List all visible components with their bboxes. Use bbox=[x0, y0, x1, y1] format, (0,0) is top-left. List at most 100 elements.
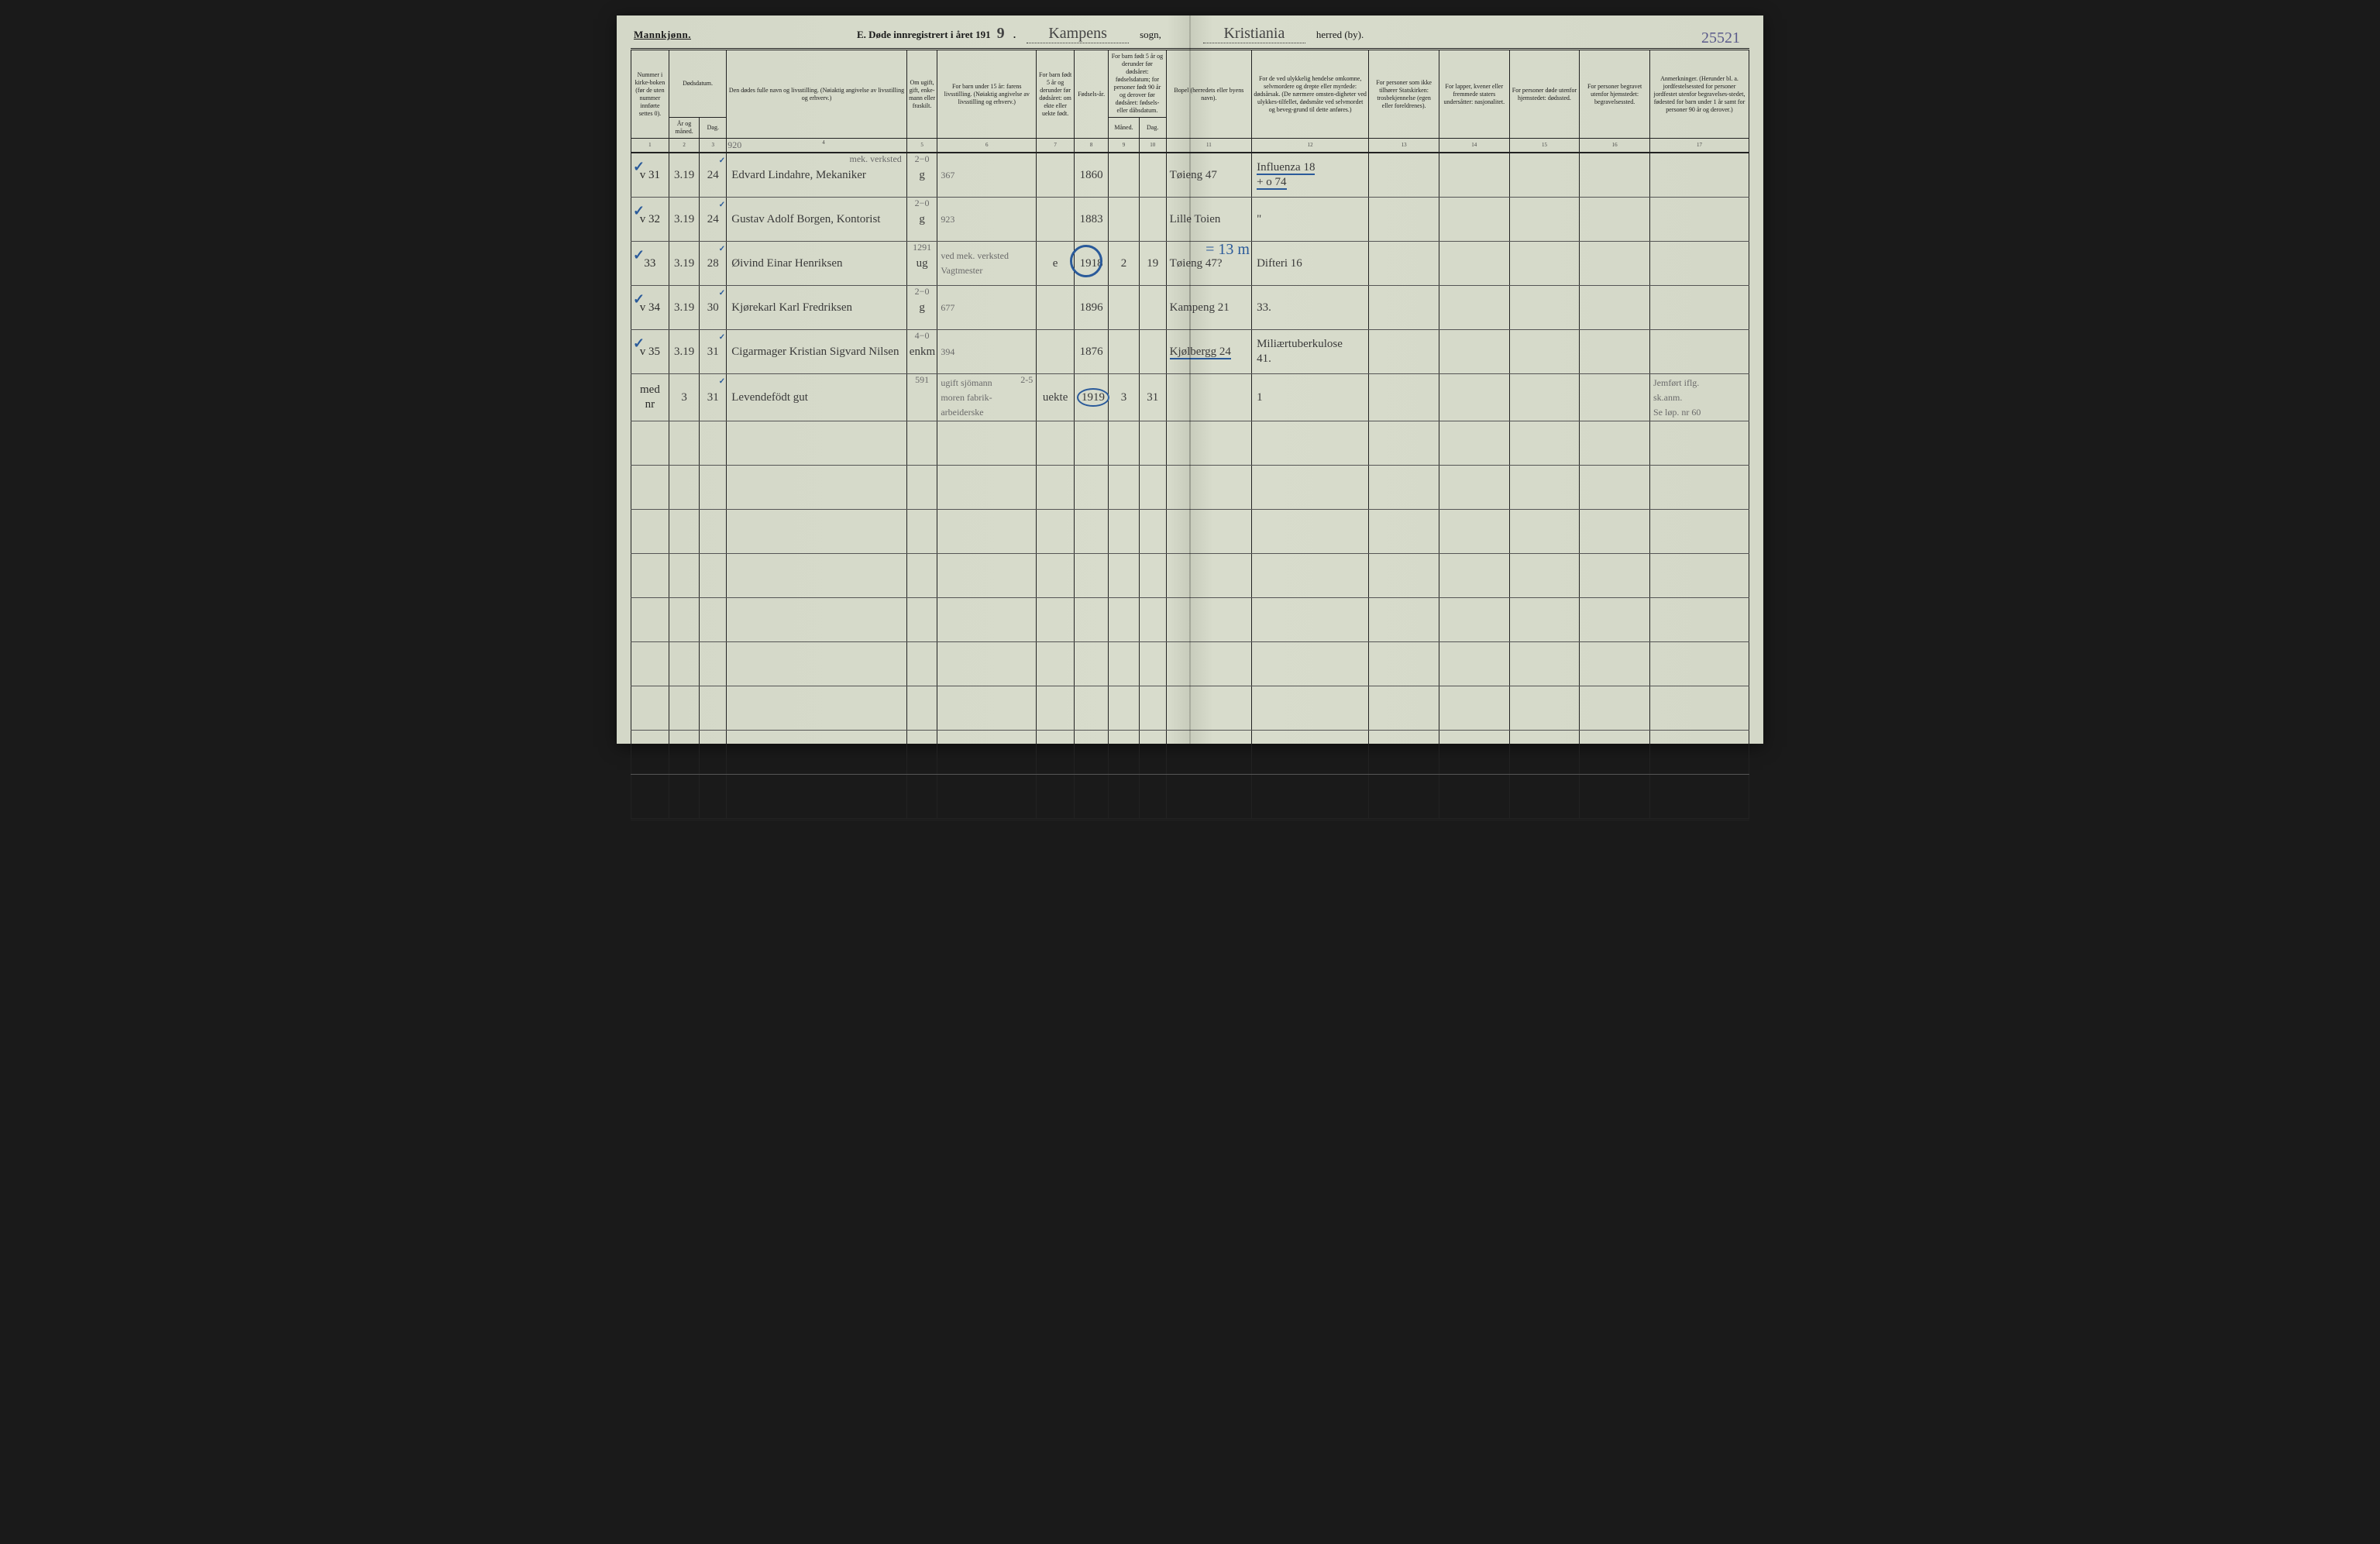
cell-empty bbox=[727, 642, 907, 686]
cell-empty bbox=[1139, 554, 1166, 598]
cell bbox=[1580, 153, 1650, 198]
cell-empty bbox=[1109, 510, 1140, 554]
cell-empty bbox=[937, 466, 1037, 510]
cell: 2 bbox=[1109, 242, 1140, 286]
cell bbox=[1439, 198, 1509, 242]
cell: ved mek. verksted Vagtmester bbox=[937, 242, 1037, 286]
cell bbox=[1649, 330, 1749, 374]
cell-empty bbox=[1166, 510, 1251, 554]
cell-empty bbox=[1037, 421, 1075, 466]
cell-empty bbox=[1369, 775, 1439, 820]
cell-empty bbox=[669, 510, 700, 554]
cell-empty bbox=[1139, 598, 1166, 642]
checkmark-icon: ✓ bbox=[633, 158, 645, 176]
cell-empty bbox=[1369, 466, 1439, 510]
form-title: E. Døde innregistrert i året 1919 . bbox=[857, 25, 1016, 43]
cell bbox=[1580, 242, 1650, 286]
cell: 3.19 bbox=[669, 242, 700, 286]
cell: ✓v 34 bbox=[631, 286, 669, 330]
cell: ✓v 31 bbox=[631, 153, 669, 198]
cell: Lille Toien bbox=[1166, 198, 1251, 242]
col-nasj: For lapper, kvener eller fremmede stater… bbox=[1439, 50, 1509, 139]
cell: e bbox=[1037, 242, 1075, 286]
col-anm: Anmerkninger. (Herunder bl. a. jordfeste… bbox=[1649, 50, 1749, 139]
cell-empty bbox=[1580, 686, 1650, 731]
cell-empty bbox=[631, 598, 669, 642]
col-begrav: For personer begravet utenfor hjemstedet… bbox=[1580, 50, 1650, 139]
cell-empty bbox=[1649, 466, 1749, 510]
cell-empty bbox=[1166, 731, 1251, 775]
cell-empty bbox=[1649, 421, 1749, 466]
cell-empty bbox=[1109, 642, 1140, 686]
cell-empty bbox=[700, 731, 727, 775]
ledger-page: 25521 Mannkjønn. E. Døde innregistrert i… bbox=[617, 15, 1763, 744]
cell-empty bbox=[1037, 731, 1075, 775]
gender-label: Mannkjønn. bbox=[634, 29, 691, 41]
cell-empty bbox=[906, 775, 937, 820]
col-dodsaarsak: For de ved ulykkelig hendelse omkomne, s… bbox=[1252, 50, 1369, 139]
cell: 4−0enkm bbox=[906, 330, 937, 374]
cell-empty bbox=[1369, 598, 1439, 642]
cell-empty bbox=[1075, 686, 1109, 731]
col-dodsdatum: Dødsdatum. bbox=[669, 50, 726, 118]
cell: 2−0g bbox=[906, 153, 937, 198]
cell: 1896 bbox=[1075, 286, 1109, 330]
cell: 1291ug bbox=[906, 242, 937, 286]
checkmark-icon: ✓ bbox=[633, 246, 645, 264]
cell-empty bbox=[1109, 421, 1140, 466]
cell: 3.19 bbox=[669, 198, 700, 242]
cell bbox=[1037, 153, 1075, 198]
cell-empty bbox=[1439, 731, 1509, 775]
cell-empty bbox=[906, 731, 937, 775]
cell-empty bbox=[700, 642, 727, 686]
cell bbox=[1649, 242, 1749, 286]
cell: 24✓ bbox=[700, 153, 727, 198]
cell-empty bbox=[669, 775, 700, 820]
cell-empty bbox=[1509, 421, 1580, 466]
cell-empty bbox=[1166, 421, 1251, 466]
col-dodssted: For personer døde utenfor hjemstedet: dø… bbox=[1509, 50, 1580, 139]
cell-empty bbox=[669, 466, 700, 510]
cell-empty bbox=[1252, 466, 1369, 510]
cell bbox=[1580, 374, 1650, 421]
cell-empty bbox=[700, 598, 727, 642]
cell-empty bbox=[700, 421, 727, 466]
cell bbox=[1109, 198, 1140, 242]
cell-empty bbox=[1075, 421, 1109, 466]
page-number: 25521 bbox=[1701, 29, 1740, 47]
cell-empty bbox=[1649, 510, 1749, 554]
cell-empty bbox=[727, 554, 907, 598]
cell-empty bbox=[631, 642, 669, 686]
cell-empty bbox=[1109, 598, 1140, 642]
cell-empty bbox=[1037, 598, 1075, 642]
col-faren: For barn under 15 år: farens livsstillin… bbox=[937, 50, 1037, 139]
cell: Tøieng 47 bbox=[1166, 153, 1251, 198]
cell bbox=[1037, 330, 1075, 374]
cell bbox=[1509, 198, 1580, 242]
cell bbox=[1509, 242, 1580, 286]
cell: 1860 bbox=[1075, 153, 1109, 198]
cell: 923 bbox=[937, 198, 1037, 242]
cell-empty bbox=[937, 775, 1037, 820]
page-fold bbox=[1189, 15, 1191, 744]
cell bbox=[1649, 153, 1749, 198]
cell: 1919 bbox=[1075, 374, 1109, 421]
cell bbox=[1509, 153, 1580, 198]
cell-empty bbox=[1509, 510, 1580, 554]
cell bbox=[1369, 374, 1439, 421]
sogn-value: Kampens bbox=[1027, 25, 1129, 43]
cell-empty bbox=[1252, 642, 1369, 686]
cell-empty bbox=[1139, 642, 1166, 686]
cell bbox=[1139, 286, 1166, 330]
cell: 3.19 bbox=[669, 153, 700, 198]
cell-empty bbox=[1037, 686, 1075, 731]
cell-empty bbox=[906, 466, 937, 510]
sogn-label: sogn, bbox=[1140, 29, 1161, 41]
cell-empty bbox=[937, 642, 1037, 686]
cell bbox=[1369, 286, 1439, 330]
cell-empty bbox=[1580, 642, 1650, 686]
cell-empty bbox=[1166, 598, 1251, 642]
cell-empty bbox=[1109, 775, 1140, 820]
cell-empty bbox=[669, 642, 700, 686]
cell-empty bbox=[1649, 731, 1749, 775]
